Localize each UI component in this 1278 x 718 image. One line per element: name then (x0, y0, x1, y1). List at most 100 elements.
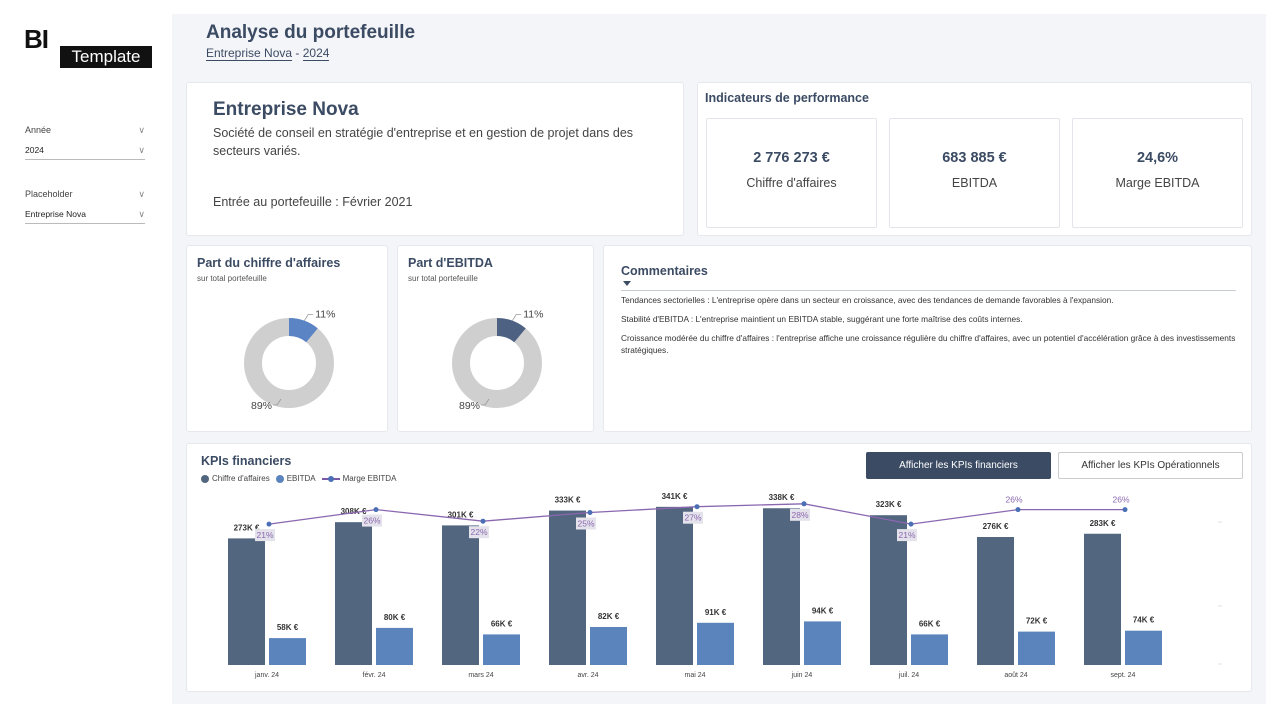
margin-point (587, 510, 593, 515)
margin-label: 26% (363, 516, 380, 526)
donut-share-slice (452, 318, 542, 408)
donut-share-leader (511, 314, 522, 321)
bar-revenue-label: 341K € (662, 492, 688, 501)
margin-label-bg (469, 526, 489, 539)
legend-ebitda: EBITDA (286, 474, 316, 483)
company-name: Entreprise Nova (213, 99, 359, 120)
donut-ebitda-title: Part d'EBITDA (408, 256, 493, 270)
filter-year-label: Année (25, 125, 52, 135)
kpi-margin-value: 24,6% (1136, 150, 1179, 166)
bar-revenue-label: 273K € (234, 523, 260, 532)
logo-template: Template (60, 46, 152, 68)
margin-label: 26% (1112, 495, 1129, 505)
bar-ebitda-label: 66K € (919, 619, 941, 628)
donut-card-ebitda: Part d'EBITDA sur total portefeuille 11%… (397, 245, 594, 432)
margin-point (1122, 507, 1128, 513)
subtitle-year: 2024 (302, 46, 330, 61)
kpi-revenue: 2 776 273 € Chiffre d'affaires (706, 118, 877, 228)
financial-kpi-card: KPIs financiers Chiffre d'affaires EBITD… (186, 443, 1252, 692)
donut-rest-slice (452, 318, 542, 408)
donut-rest-slice (244, 318, 334, 408)
bar-revenue-label: 338K € (769, 493, 795, 502)
bar-revenue-label: 301K € (448, 510, 474, 519)
bar-ebitda-label: 94K € (812, 606, 834, 615)
donut-share-label: 11% (315, 309, 335, 321)
donut-revenue-chart: 11% 89% (244, 309, 335, 412)
x-tick-label: avr. 24 (577, 672, 598, 679)
comment-paragraph: Croissance modérée du chiffre d'affaires… (621, 333, 1236, 355)
x-tick-label: mai 24 (684, 672, 705, 679)
donut-revenue-subtitle: sur total portefeuille (197, 274, 267, 283)
legend-margin: Marge EBITDA (342, 474, 397, 483)
comments-title: Commentaires (621, 264, 708, 278)
caret-down-icon[interactable] (623, 281, 631, 286)
bar-ebitda (376, 627, 413, 665)
filter-year-select[interactable]: 2024 ∨ (25, 145, 145, 160)
filter-placeholder-label: Placeholder (25, 189, 73, 199)
margin-label: 27% (684, 513, 701, 523)
margin-label: 28% (791, 510, 808, 520)
comments-card: Commentaires Tendances sectorielles : L'… (603, 245, 1252, 432)
bar-revenue-label: 276K € (983, 522, 1009, 531)
bar-revenue-label: 323K € (876, 500, 902, 509)
donut-card-revenue: Part du chiffre d'affaires sur total por… (186, 245, 388, 432)
page-subtitle: Entreprise Nova - 2024 (206, 46, 330, 61)
subtitle-company: Entreprise Nova (206, 46, 293, 61)
x-tick-label: août 24 (1004, 672, 1027, 679)
legend-margin-marker (321, 475, 340, 483)
kpi-revenue-label: Chiffre d'affaires (746, 176, 837, 190)
margin-label-bg (683, 511, 703, 524)
bar-revenue (549, 510, 586, 665)
x-tick-label: janv. 24 (254, 672, 279, 679)
margin-label: 22% (470, 527, 487, 537)
financial-chart: 273K € 58K € janv. 24 308K € 80K € févr. 24 30… (228, 492, 1222, 679)
bar-ebitda (804, 621, 841, 665)
bar-ebitda (1018, 631, 1055, 665)
kpi-margin-label: Marge EBITDA (1115, 176, 1200, 190)
kpi-ebitda-value: 683 885 € (942, 150, 1007, 166)
comments-divider (621, 290, 1236, 291)
bar-revenue (442, 525, 479, 665)
donut-revenue-title: Part du chiffre d'affaires (197, 256, 341, 270)
bar-ebitda (269, 638, 306, 665)
filter-placeholder: Placeholder ∨ Entreprise Nova ∨ (25, 189, 145, 224)
bar-ebitda (1125, 630, 1162, 665)
donut-share-label: 11% (523, 309, 543, 321)
show-financial-kpis-button[interactable]: Afficher les KPIs financiers (866, 452, 1051, 479)
bar-ebitda-label: 66K € (491, 619, 513, 628)
bar-ebitda-label: 80K € (384, 613, 406, 622)
margin-point (480, 518, 486, 524)
margin-point (373, 507, 379, 513)
margin-label-bg (362, 514, 382, 527)
margin-label: 25% (577, 519, 594, 529)
margin-label-bg (790, 508, 810, 521)
x-tick-label: mars 24 (468, 672, 493, 679)
donut-share-leader (303, 314, 314, 321)
chevron-down-icon[interactable]: ∨ (138, 125, 145, 135)
margin-label: 21% (256, 530, 273, 540)
margin-point (908, 521, 914, 527)
legend-revenue-marker (201, 474, 209, 483)
bar-ebitda-label: 91K € (705, 608, 727, 617)
filter-year-value: 2024 (25, 145, 44, 155)
margin-point (801, 501, 807, 507)
kpi-margin: 24,6% Marge EBITDA (1072, 118, 1243, 228)
donut-ebitda-subtitle: sur total portefeuille (408, 274, 478, 283)
bar-ebitda-label: 82K € (598, 612, 620, 621)
comment-paragraph: Stabilité d'EBITDA : L'entreprise mainti… (621, 314, 1023, 324)
company-card: Entreprise Nova Société de conseil en st… (186, 82, 684, 236)
filter-year: Année ∨ 2024 ∨ (25, 125, 145, 160)
show-operational-kpis-button[interactable]: Afficher les KPIs Opérationnels (1058, 452, 1243, 479)
chevron-down-icon: ∨ (138, 209, 145, 219)
donut-rest-leader (481, 398, 490, 406)
bar-ebitda (590, 626, 627, 665)
legend-revenue: Chiffre d'affaires (212, 474, 270, 483)
chevron-down-icon[interactable]: ∨ (138, 189, 145, 199)
kpi-revenue-value: 2 776 273 € (753, 150, 830, 166)
page-title: Analyse du portefeuille (206, 22, 416, 43)
bar-revenue-label: 283K € (1090, 519, 1116, 528)
filter-placeholder-select[interactable]: Entreprise Nova ∨ (25, 209, 145, 224)
bar-revenue (656, 506, 693, 665)
x-tick-label: sept. 24 (1111, 672, 1136, 679)
bar-revenue (228, 538, 265, 665)
